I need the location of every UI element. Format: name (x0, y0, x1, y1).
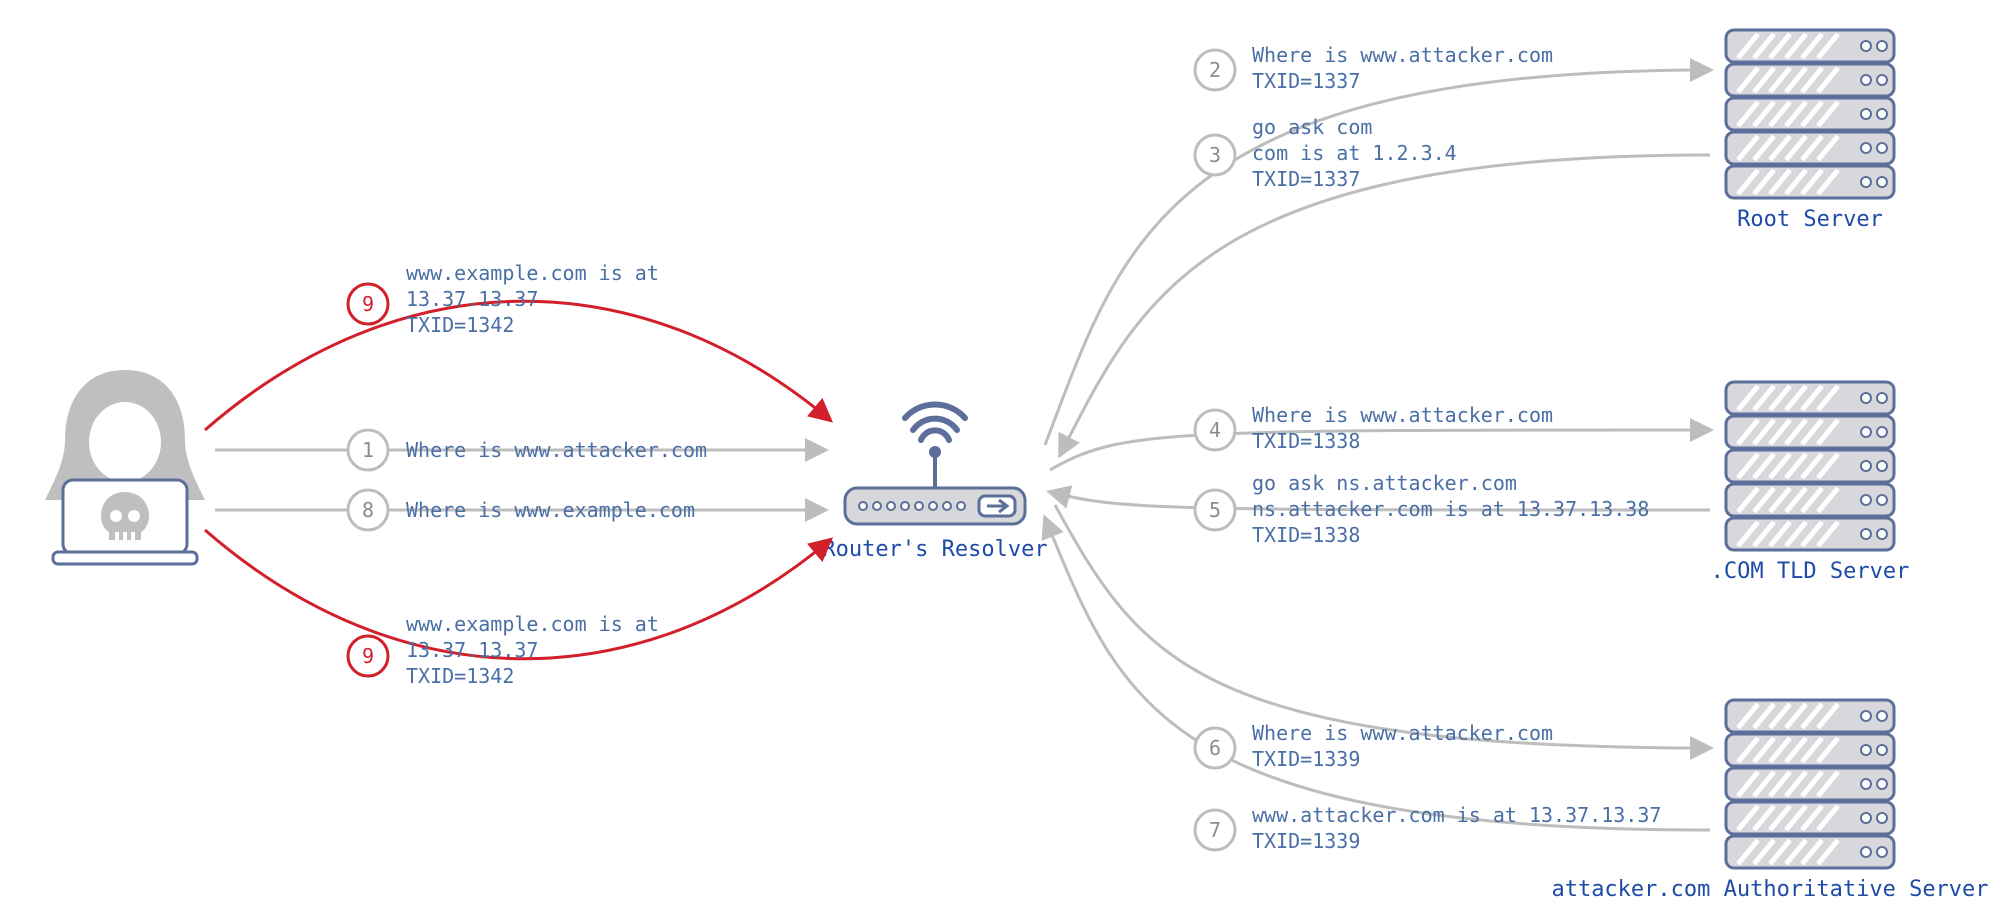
step-2-line1: Where is www.attacker.com (1252, 43, 1553, 67)
step-6-line2: TXID=1339 (1252, 747, 1360, 771)
svg-text:8: 8 (362, 498, 374, 522)
step-9a-line1: www.example.com is at (406, 261, 659, 285)
arrow-step-9a (205, 301, 830, 430)
step-3-line2: com is at 1.2.3.4 (1252, 141, 1457, 165)
arrow-step-4 (1050, 430, 1710, 470)
svg-text:1: 1 (362, 438, 374, 462)
step-6-badge: 6 (1195, 728, 1235, 768)
step-7-badge: 7 (1195, 810, 1235, 850)
svg-text:2: 2 (1209, 58, 1221, 82)
step-7-line1: www.attacker.com is at 13.37.13.37 (1252, 803, 1661, 827)
step-5-line3: TXID=1338 (1252, 523, 1360, 547)
arrow-step-7 (1045, 518, 1710, 830)
arrow-step-6 (1055, 505, 1710, 748)
step-9a-badge: 9 (348, 284, 388, 324)
root-server-icon (1726, 30, 1894, 198)
step-5-badge: 5 (1195, 490, 1235, 530)
svg-text:7: 7 (1209, 818, 1221, 842)
step-7-line2: TXID=1339 (1252, 829, 1360, 853)
resolver-label: Router's Resolver (822, 537, 1047, 562)
step-1-line1: Where is www.attacker.com (406, 438, 707, 462)
step-3-badge: 3 (1195, 135, 1235, 175)
step-9b-line2: 13.37.13.37 (406, 638, 538, 662)
svg-text:9: 9 (362, 292, 374, 316)
step-9b-line3: TXID=1342 (406, 664, 514, 688)
step-8-line1: Where is www.example.com (406, 498, 695, 522)
step-4-line1: Where is www.attacker.com (1252, 403, 1553, 427)
step-9a-line3: TXID=1342 (406, 313, 514, 337)
step-4-badge: 4 (1195, 410, 1235, 450)
step-6-line1: Where is www.attacker.com (1252, 721, 1553, 745)
svg-text:3: 3 (1209, 143, 1221, 167)
tld-server-icon (1726, 382, 1894, 550)
step-9b-badge: 9 (348, 636, 388, 676)
step-8-badge: 8 (348, 490, 388, 530)
step-9b-line1: www.example.com is at (406, 612, 659, 636)
router-icon (845, 404, 1025, 524)
dns-cache-poisoning-diagram: Router's Resolver Root Server .COM TLD S… (0, 0, 2002, 898)
svg-text:9: 9 (362, 644, 374, 668)
tld-server-label: .COM TLD Server (1711, 559, 1910, 584)
svg-text:6: 6 (1209, 736, 1221, 760)
step-5-line1: go ask ns.attacker.com (1252, 471, 1517, 495)
step-9a-line2: 13.37.13.37 (406, 287, 538, 311)
step-3-line3: TXID=1337 (1252, 167, 1360, 191)
step-5-line2: ns.attacker.com is at 13.37.13.38 (1252, 497, 1649, 521)
root-server-label: Root Server (1737, 207, 1883, 232)
step-3-line1: go ask com (1252, 115, 1372, 139)
step-4-line2: TXID=1338 (1252, 429, 1360, 453)
auth-server-icon (1726, 700, 1894, 868)
step-2-badge: 2 (1195, 50, 1235, 90)
step-2-line2: TXID=1337 (1252, 69, 1360, 93)
attacker-icon (45, 370, 205, 564)
auth-server-label: attacker.com Authoritative Server (1551, 877, 1988, 898)
arrow-step-2 (1045, 70, 1710, 445)
svg-text:5: 5 (1209, 498, 1221, 522)
svg-text:4: 4 (1209, 418, 1221, 442)
step-1-badge: 1 (348, 430, 388, 470)
